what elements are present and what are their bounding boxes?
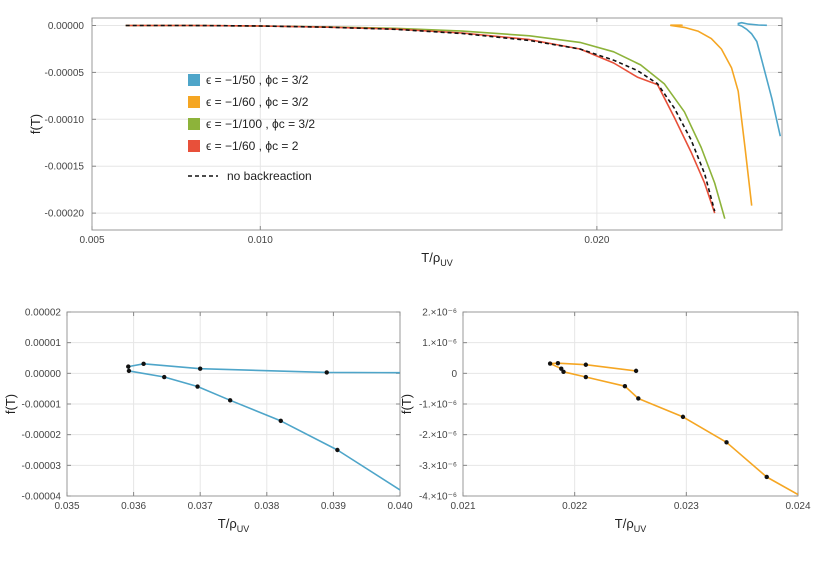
x-tick-label: 0.039 [321, 501, 346, 512]
x-tick-label: 0.023 [674, 501, 699, 512]
y-tick-label: -3.×10⁻⁶ [419, 461, 457, 472]
y-tick-label: -4.×10⁻⁶ [419, 492, 457, 503]
y-tick-label: -0.00015 [45, 162, 85, 173]
plot-area [92, 18, 782, 230]
y-tick-label: -0.00010 [45, 115, 85, 126]
data-point [561, 369, 566, 374]
y-tick-label: -0.00003 [22, 461, 62, 472]
data-layer [126, 361, 400, 491]
x-axis-label-subscript: UV [440, 258, 453, 268]
y-tick-label: 1.×10⁻⁶ [422, 338, 457, 349]
x-tick-label: 0.024 [785, 501, 810, 512]
data-point [324, 370, 329, 375]
data-point [126, 364, 131, 369]
y-tick-label: -1.×10⁻⁶ [419, 400, 457, 411]
y-tick-label: 2.×10⁻⁶ [422, 308, 457, 319]
y-tick-label: 0.00001 [25, 338, 62, 349]
y-tick-label: -0.00020 [45, 209, 85, 220]
y-tick-label: 0.00000 [48, 21, 85, 32]
data-point [547, 361, 553, 366]
y-tick-label: -0.00002 [22, 430, 62, 441]
data-point [335, 447, 340, 453]
data-point [764, 474, 769, 480]
x-axis-label-subscript: UV [634, 524, 647, 534]
legend-label: ϵ = −1/50 , ϕc = 3/2 [206, 73, 309, 87]
series-line-0 [127, 366, 400, 491]
series-line-0 [737, 21, 767, 27]
x-tick-label: 0.036 [121, 501, 146, 512]
data-point [636, 396, 641, 401]
series-line-1 [669, 24, 753, 206]
x-axis-label: T/ρUV [218, 516, 249, 534]
data-point [141, 361, 146, 367]
legend-label: ϵ = −1/60 , ϕc = 3/2 [206, 95, 309, 109]
x-tick-label: 0.037 [188, 501, 213, 512]
data-point [680, 414, 686, 420]
data-point [198, 366, 203, 371]
data-point [162, 374, 167, 380]
series-line-0 [550, 362, 637, 372]
x-axis-label: T/ρUV [615, 516, 646, 534]
x-tick-label: 0.022 [562, 501, 587, 512]
x-tick-label: 0.005 [79, 235, 104, 246]
data-point [555, 361, 561, 366]
y-tick-label: -0.00001 [22, 400, 62, 411]
y-axis-label: f(T) [399, 394, 414, 414]
data-point [633, 368, 639, 374]
data-point [622, 384, 628, 389]
legend-swatch [188, 140, 200, 152]
legend-label: ϵ = −1/100 , ϕc = 3/2 [206, 117, 315, 131]
x-tick-label: 0.040 [387, 501, 412, 512]
data-point [559, 366, 564, 371]
y-tick-label: 0 [451, 369, 457, 380]
legend-swatch [188, 96, 200, 108]
x-tick-label: 0.021 [450, 501, 475, 512]
series-line-4 [125, 24, 716, 212]
data-point [227, 398, 233, 403]
y-tick-label: 0.00002 [25, 308, 62, 319]
y-axis-label: f(T) [3, 394, 18, 414]
legend-swatch [188, 74, 200, 86]
data-point [195, 384, 200, 389]
data-point [278, 418, 283, 424]
x-tick-label: 0.035 [54, 501, 79, 512]
legend-label: no backreaction [227, 169, 312, 183]
data-point [724, 440, 729, 445]
data-layer [125, 21, 782, 219]
x-axis-label: T/ρUV [421, 250, 452, 268]
chart-panel-2: 0.021 0.022 0.023 0.024 2.×10⁻⁶ 1.×10⁻⁶ 0 -1.×1… [399, 308, 811, 535]
series-line-0 [737, 23, 782, 137]
legend-label: ϵ = −1/60 , ϕc = 2 [206, 139, 299, 153]
x-tick-label: 0.020 [584, 235, 609, 246]
legend: ϵ = −1/50 , ϕc = 3/2 ϵ = −1/60 , ϕc = 3/2… [188, 73, 315, 183]
data-layer [547, 361, 798, 496]
data-point [583, 374, 589, 380]
x-tick-label: 0.010 [248, 235, 273, 246]
y-tick-label: -0.00004 [22, 492, 62, 503]
x-tick-label: 0.038 [254, 501, 279, 512]
plot-frame [91, 17, 783, 231]
legend-swatch [188, 118, 200, 130]
y-tick-label: -0.00005 [45, 68, 85, 79]
chart-panel-0: 0.005 0.010 0.020 0.00000 -0.00005 -0.00010 -0… [28, 17, 783, 268]
y-axis-label: f(T) [28, 114, 43, 134]
y-tick-label: -2.×10⁻⁶ [419, 430, 457, 441]
y-tick-label: 0.00000 [25, 369, 62, 380]
data-point [583, 362, 589, 367]
chart-panel-1: 0.035 0.036 0.037 0.038 0.039 0.040 0.00002 0.0… [3, 308, 413, 535]
x-axis-label-subscript: UV [237, 524, 250, 534]
data-point [126, 368, 132, 374]
